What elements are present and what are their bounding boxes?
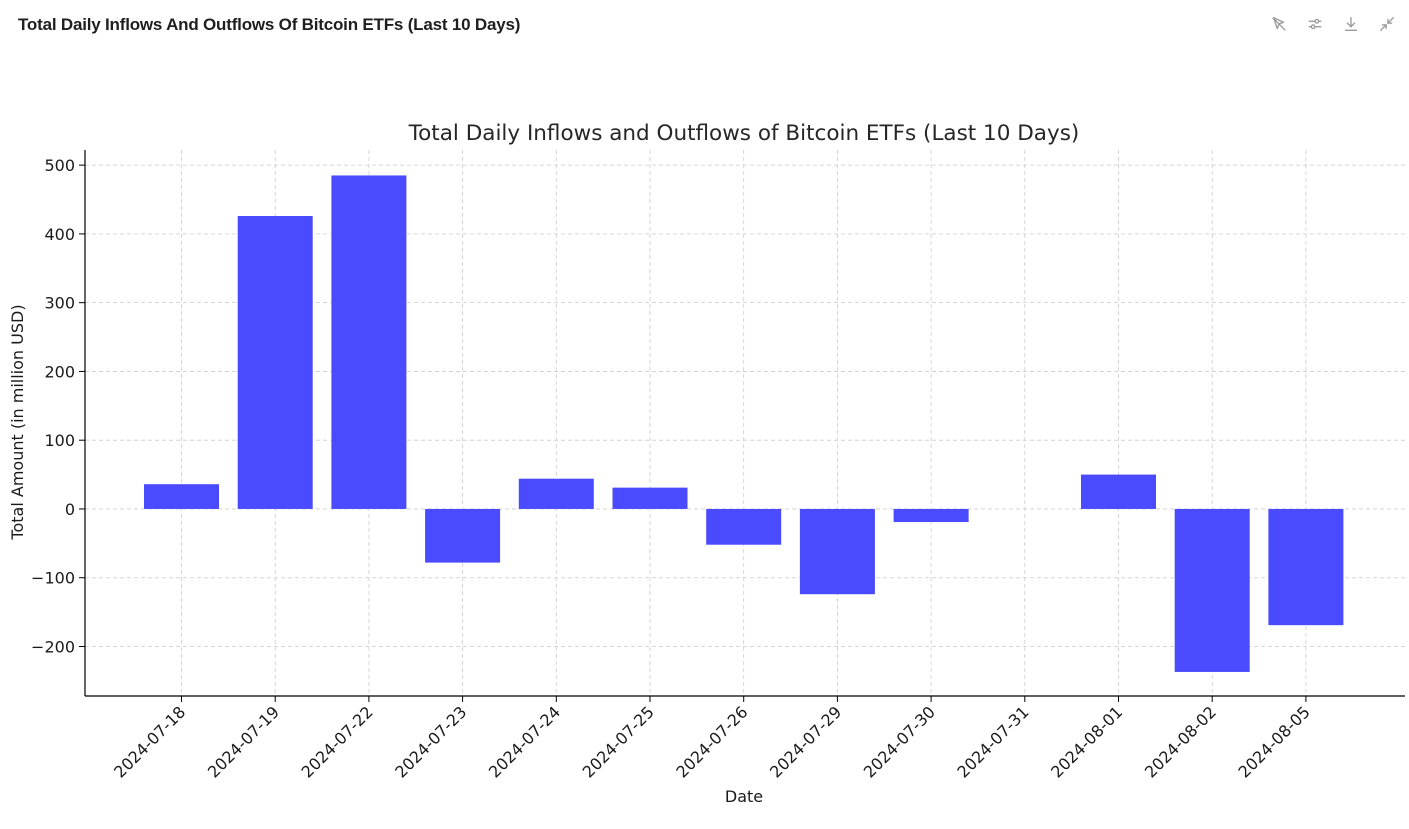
y-tick-label: −200	[31, 637, 75, 656]
bar	[1268, 508, 1344, 626]
x-tick-label: 2024-08-02	[1141, 702, 1220, 781]
x-tick-label: 2024-07-23	[391, 702, 470, 781]
y-tick-label: 400	[44, 225, 75, 244]
y-tick-label: 500	[44, 156, 75, 175]
y-tick-label: −100	[31, 569, 75, 588]
bar	[706, 508, 782, 545]
cursor-off-icon[interactable]	[1269, 14, 1289, 34]
download-icon[interactable]	[1341, 14, 1361, 34]
bar	[1174, 508, 1250, 672]
bar	[237, 216, 313, 509]
chart-header: Total Daily Inflows And Outflows Of Bitc…	[0, 0, 1409, 52]
bar	[612, 487, 688, 509]
x-tick-label: 2024-07-31	[953, 702, 1032, 781]
x-tick-label: 2024-07-30	[860, 702, 939, 781]
x-tick-label: 2024-08-01	[1047, 702, 1126, 781]
y-tick-label: 200	[44, 362, 75, 381]
x-tick-label: 2024-07-24	[485, 702, 564, 781]
collapse-icon[interactable]	[1377, 14, 1397, 34]
bar	[1081, 474, 1156, 509]
x-tick-label: 2024-07-18	[110, 702, 189, 781]
y-tick-label: 0	[65, 500, 75, 519]
x-tick-label: 2024-07-26	[672, 702, 751, 781]
bar	[518, 478, 594, 509]
x-tick-label: 2024-07-19	[204, 702, 283, 781]
y-axis-label: Total Amount (in million USD)	[8, 304, 27, 540]
sliders-icon[interactable]	[1305, 14, 1325, 34]
x-tick-label: 2024-08-05	[1235, 702, 1314, 781]
x-tick-label: 2024-07-29	[766, 702, 845, 781]
bars	[144, 175, 1344, 672]
x-tick-label: 2024-07-25	[579, 702, 658, 781]
chart-toolbar	[1269, 14, 1397, 34]
chart-title: Total Daily Inflows and Outflows of Bitc…	[408, 121, 1080, 146]
bar	[144, 484, 219, 509]
y-tick-label: 300	[44, 294, 75, 313]
bar	[425, 508, 501, 563]
bar	[799, 508, 875, 595]
bar	[331, 175, 407, 509]
x-axis-label: Date	[725, 787, 763, 806]
header-title: Total Daily Inflows And Outflows Of Bitc…	[18, 15, 521, 34]
bar	[893, 508, 969, 523]
y-tick-label: 100	[44, 431, 75, 450]
x-tick-label: 2024-07-22	[298, 702, 377, 781]
